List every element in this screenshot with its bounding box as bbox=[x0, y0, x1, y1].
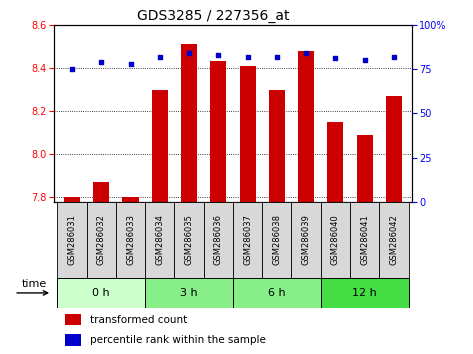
Text: GSM286032: GSM286032 bbox=[97, 215, 106, 265]
Point bbox=[302, 50, 310, 56]
Text: GDS3285 / 227356_at: GDS3285 / 227356_at bbox=[137, 9, 289, 23]
Bar bbox=[269, 90, 285, 202]
Text: GSM286038: GSM286038 bbox=[272, 214, 281, 266]
FancyBboxPatch shape bbox=[116, 202, 145, 278]
Text: GSM286037: GSM286037 bbox=[243, 214, 252, 266]
Point bbox=[97, 59, 105, 65]
FancyBboxPatch shape bbox=[233, 202, 262, 278]
Point bbox=[127, 61, 134, 67]
FancyBboxPatch shape bbox=[145, 278, 233, 308]
Bar bbox=[93, 182, 109, 202]
FancyBboxPatch shape bbox=[87, 202, 116, 278]
Text: 12 h: 12 h bbox=[352, 288, 377, 298]
Text: GSM286031: GSM286031 bbox=[68, 215, 77, 265]
Bar bbox=[210, 62, 227, 202]
Text: GSM286042: GSM286042 bbox=[389, 215, 398, 265]
FancyBboxPatch shape bbox=[321, 278, 409, 308]
Text: GSM286039: GSM286039 bbox=[302, 215, 311, 265]
FancyBboxPatch shape bbox=[291, 202, 321, 278]
Bar bbox=[357, 135, 373, 202]
Text: 3 h: 3 h bbox=[180, 288, 198, 298]
Text: GSM286033: GSM286033 bbox=[126, 214, 135, 266]
FancyBboxPatch shape bbox=[175, 202, 204, 278]
Text: percentile rank within the sample: percentile rank within the sample bbox=[90, 335, 266, 345]
Bar bbox=[239, 66, 255, 202]
Point bbox=[244, 54, 251, 59]
FancyBboxPatch shape bbox=[350, 202, 379, 278]
FancyBboxPatch shape bbox=[233, 278, 321, 308]
Point bbox=[215, 52, 222, 58]
Bar bbox=[123, 198, 139, 202]
Point bbox=[273, 54, 280, 59]
FancyBboxPatch shape bbox=[57, 278, 145, 308]
FancyBboxPatch shape bbox=[57, 202, 87, 278]
FancyBboxPatch shape bbox=[145, 202, 175, 278]
Text: GSM286035: GSM286035 bbox=[184, 215, 193, 265]
Point bbox=[68, 66, 76, 72]
Bar bbox=[386, 96, 402, 202]
FancyBboxPatch shape bbox=[379, 202, 409, 278]
Bar bbox=[152, 90, 168, 202]
Text: 0 h: 0 h bbox=[92, 288, 110, 298]
Point bbox=[390, 54, 398, 59]
Bar bbox=[181, 44, 197, 202]
FancyBboxPatch shape bbox=[262, 202, 291, 278]
Bar bbox=[298, 51, 314, 202]
Point bbox=[185, 50, 193, 56]
Text: 6 h: 6 h bbox=[268, 288, 286, 298]
Bar bbox=[65, 334, 81, 346]
Point bbox=[361, 57, 368, 63]
Text: GSM286034: GSM286034 bbox=[155, 215, 164, 265]
Point bbox=[156, 54, 164, 59]
Bar bbox=[327, 122, 343, 202]
Bar bbox=[65, 314, 81, 325]
FancyBboxPatch shape bbox=[321, 202, 350, 278]
Text: time: time bbox=[22, 279, 47, 289]
Text: GSM286041: GSM286041 bbox=[360, 215, 369, 265]
FancyBboxPatch shape bbox=[204, 202, 233, 278]
Text: GSM286036: GSM286036 bbox=[214, 214, 223, 266]
Bar bbox=[64, 198, 80, 202]
Text: transformed count: transformed count bbox=[90, 314, 187, 325]
Text: GSM286040: GSM286040 bbox=[331, 215, 340, 265]
Point bbox=[332, 56, 339, 61]
